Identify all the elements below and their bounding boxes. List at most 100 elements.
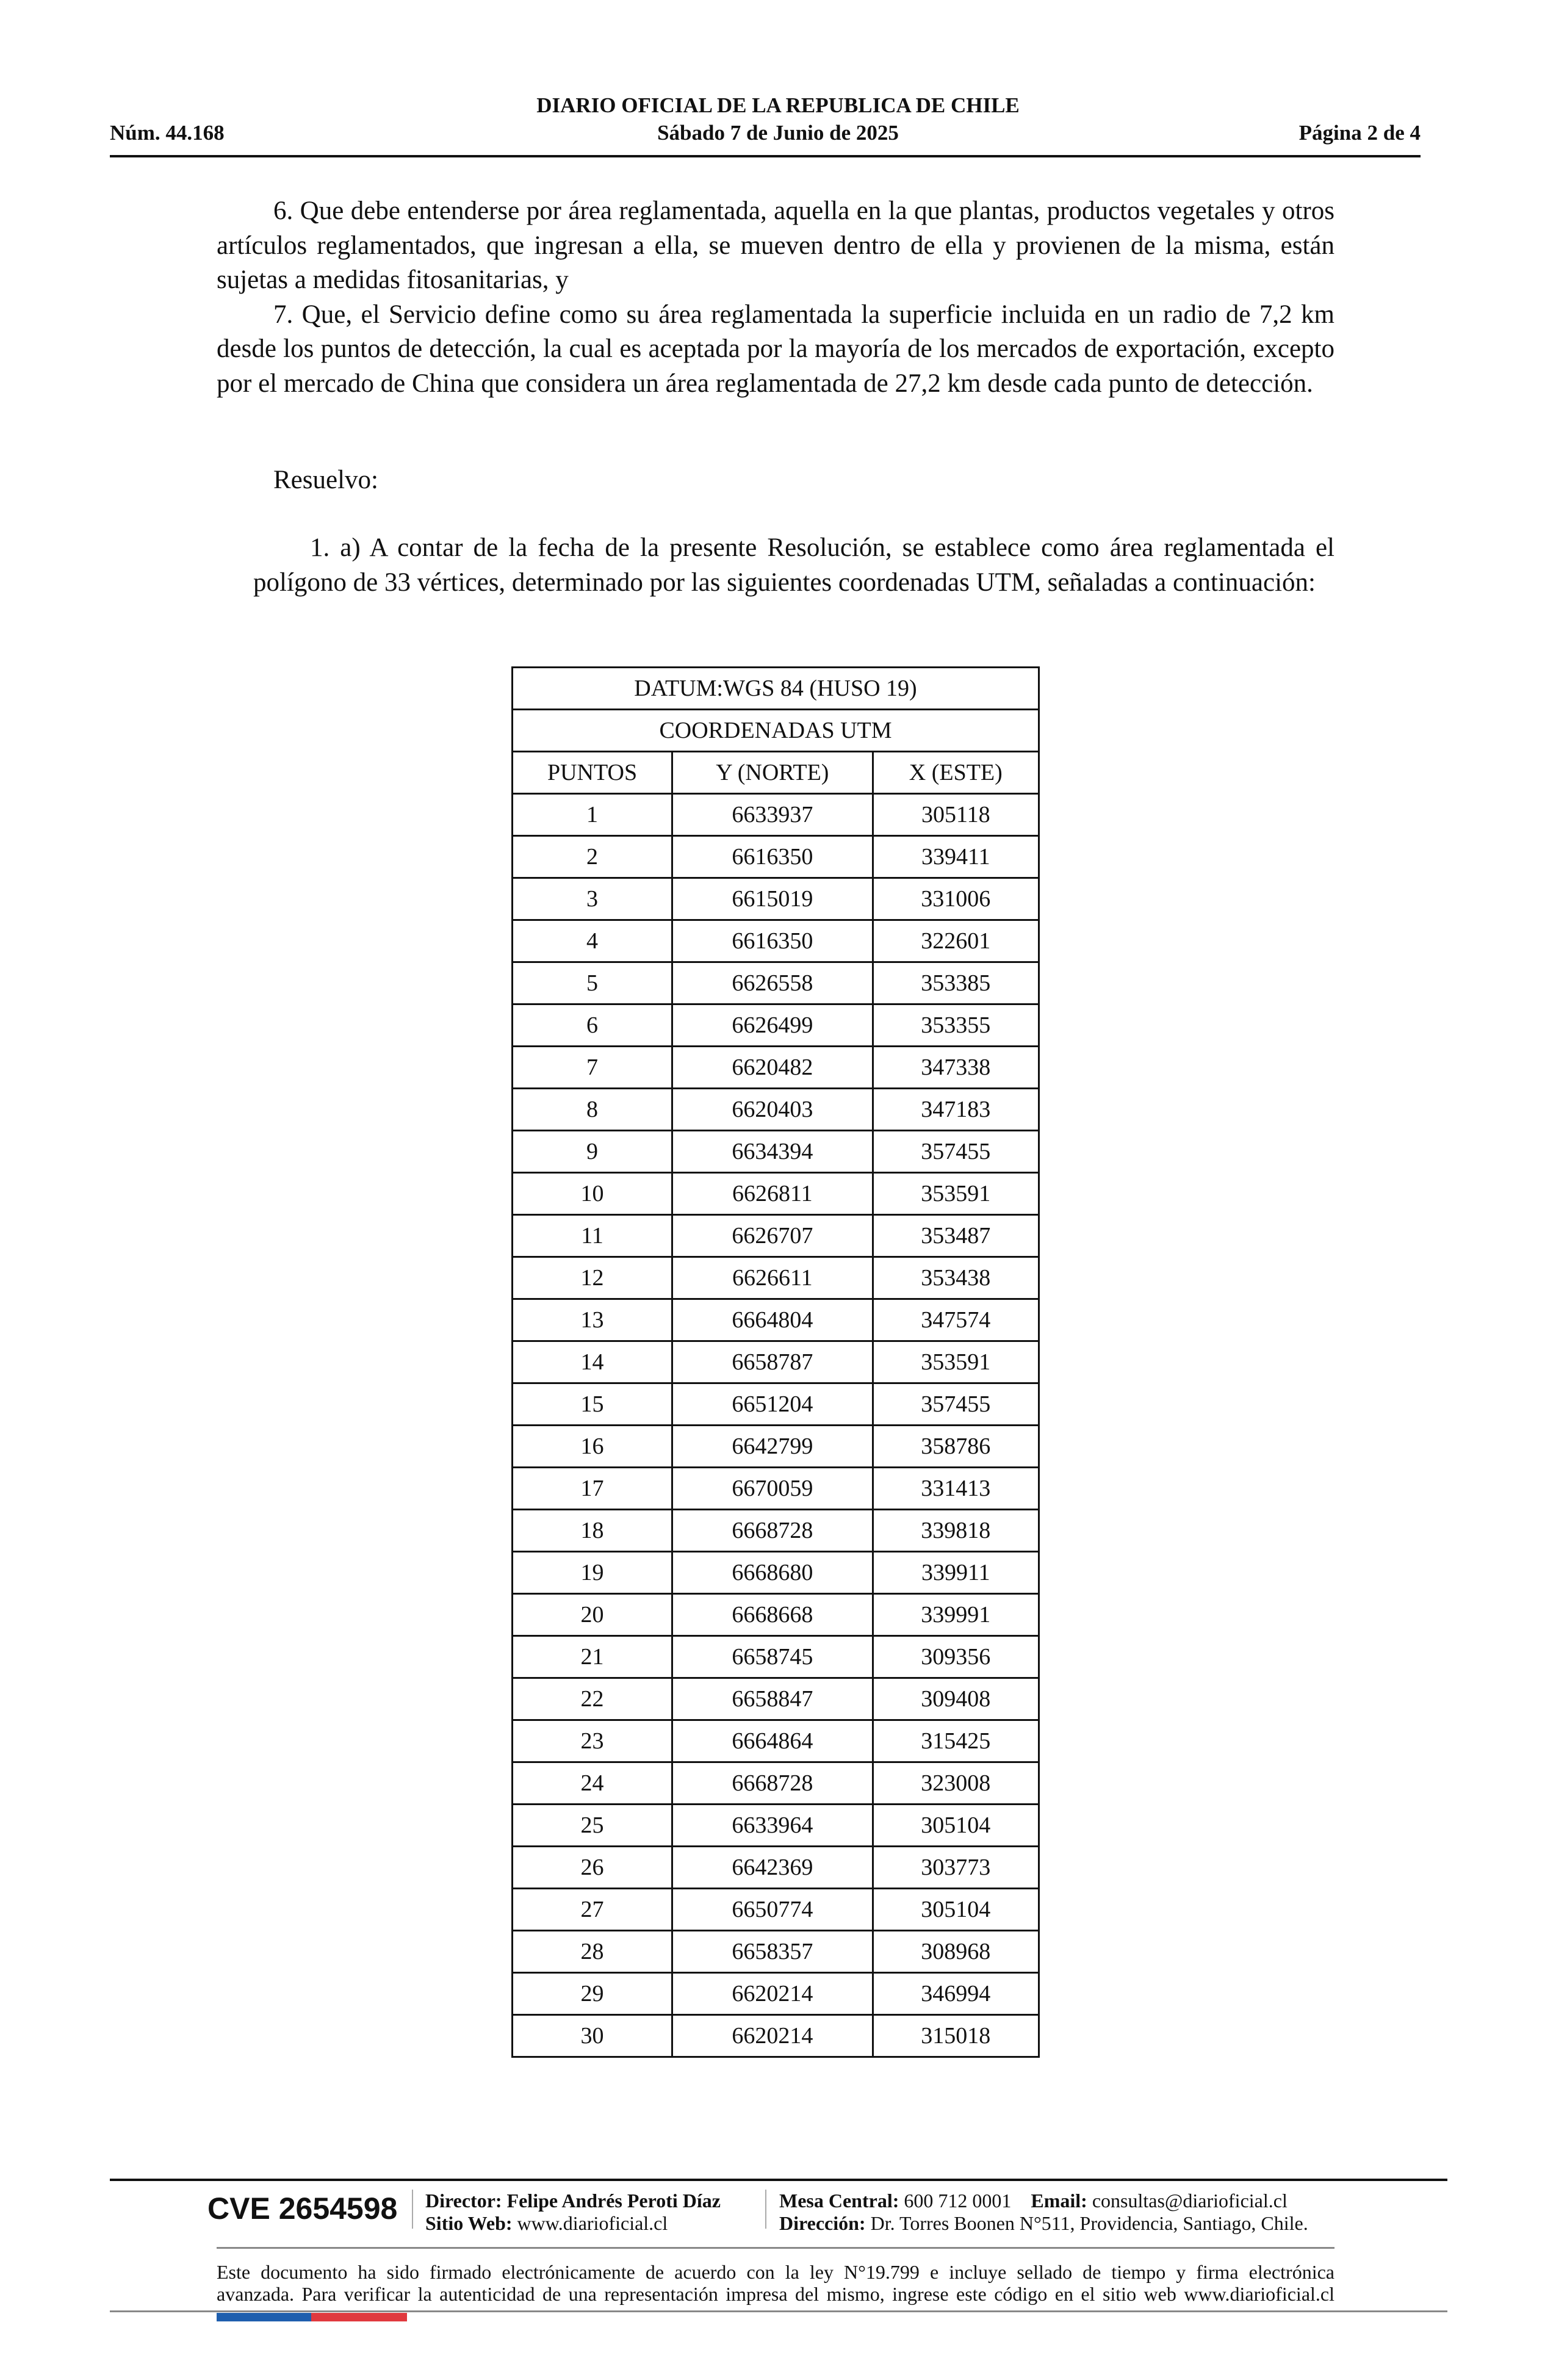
cell-este: 305104 xyxy=(871,1888,1040,1931)
cell-este: 331413 xyxy=(871,1466,1040,1510)
table-row: 5 6626558 353385 xyxy=(511,961,1040,1005)
paragraph-6: 6. Que debe entenderse por área reglamen… xyxy=(217,197,1334,294)
cell-norte: 6633937 xyxy=(671,793,874,837)
cell-norte: 6620214 xyxy=(671,1972,874,2016)
table-row: 26 6642369 303773 xyxy=(511,1845,1040,1889)
cell-norte: 6626499 xyxy=(671,1003,874,1047)
cell-punto: 19 xyxy=(511,1551,674,1595)
cell-este: 353385 xyxy=(871,961,1040,1005)
cell-punto: 28 xyxy=(511,1930,674,1974)
cell-este: 315425 xyxy=(871,1719,1040,1763)
cell-este: 353355 xyxy=(871,1003,1040,1047)
table-row: 18 6668728 339818 xyxy=(511,1509,1040,1552)
cell-este: 353438 xyxy=(871,1256,1040,1300)
cell-este: 353591 xyxy=(871,1172,1040,1216)
cell-punto: 8 xyxy=(511,1087,674,1131)
cell-norte: 6664804 xyxy=(671,1298,874,1342)
cell-norte: 6620403 xyxy=(671,1087,874,1131)
cell-punto: 12 xyxy=(511,1256,674,1300)
cell-norte: 6616350 xyxy=(671,835,874,879)
table-row: 27 6650774 305104 xyxy=(511,1888,1040,1931)
cell-norte: 6658745 xyxy=(671,1635,874,1679)
mesa-label: Mesa Central: xyxy=(779,2190,899,2212)
cell-este: 346994 xyxy=(871,1972,1040,2016)
cell-punto: 11 xyxy=(511,1214,674,1258)
paragraph-7: 7. Que, el Servicio define como su área … xyxy=(217,300,1334,398)
table-row: 3 6615019 331006 xyxy=(511,877,1040,921)
cell-punto: 5 xyxy=(511,961,674,1005)
cell-norte: 6626611 xyxy=(671,1256,874,1300)
cell-punto: 7 xyxy=(511,1045,674,1089)
table-row: 13 6664804 347574 xyxy=(511,1298,1040,1342)
website-link[interactable]: www.diarioficial.cl xyxy=(517,2212,668,2234)
table-row: 4 6616350 322601 xyxy=(511,919,1040,963)
address-label: Dirección: xyxy=(779,2212,866,2234)
legal-line-2: avanzada. Para verificar la autenticidad… xyxy=(217,2283,1334,2305)
cell-este: 339411 xyxy=(871,835,1040,879)
contact-block: Mesa Central: 600 712 0001 Email: consul… xyxy=(779,2190,1308,2235)
cell-este: 347574 xyxy=(871,1298,1040,1342)
table-row: 23 6664864 315425 xyxy=(511,1719,1040,1763)
cell-punto: 14 xyxy=(511,1340,674,1384)
email-label: Email: xyxy=(1031,2190,1087,2212)
cell-este: 322601 xyxy=(871,919,1040,963)
cell-este: 357455 xyxy=(871,1382,1040,1426)
cell-punto: 6 xyxy=(511,1003,674,1047)
cell-norte: 6634394 xyxy=(671,1130,874,1174)
web-label: Sitio Web: xyxy=(425,2212,513,2234)
datum-header: DATUM:WGS 84 (HUSO 19) xyxy=(511,666,1040,710)
cell-punto: 20 xyxy=(511,1593,674,1637)
cell-este: 309356 xyxy=(871,1635,1040,1679)
body-text: 6. Que debe entenderse por área reglamen… xyxy=(217,194,1334,401)
flag-stripe-red xyxy=(311,2313,407,2321)
table-row: 21 6658745 309356 xyxy=(511,1635,1040,1679)
table-row: 2 6616350 339411 xyxy=(511,835,1040,879)
cell-este: 331006 xyxy=(871,877,1040,921)
cell-punto: 24 xyxy=(511,1761,674,1805)
cell-este: 305118 xyxy=(871,793,1040,837)
cell-este: 347183 xyxy=(871,1087,1040,1131)
director-name: Felipe Andrés Peroti Díaz xyxy=(506,2190,721,2212)
column-header-este: X (ESTE) xyxy=(871,751,1040,795)
cell-punto: 10 xyxy=(511,1172,674,1216)
table-row: 11 6626707 353487 xyxy=(511,1214,1040,1258)
table-row: 24 6668728 323008 xyxy=(511,1761,1040,1805)
cell-punto: 13 xyxy=(511,1298,674,1342)
cell-este: 315018 xyxy=(871,2014,1040,2058)
cell-norte: 6616350 xyxy=(671,919,874,963)
cell-este: 308968 xyxy=(871,1930,1040,1974)
cell-punto: 17 xyxy=(511,1466,674,1510)
table-row: 29 6620214 346994 xyxy=(511,1972,1040,2016)
footer-divider xyxy=(217,2247,1334,2249)
table-row: 9 6634394 357455 xyxy=(511,1130,1040,1174)
table-row: 16 6642799 358786 xyxy=(511,1424,1040,1468)
cell-este: 357455 xyxy=(871,1130,1040,1174)
cell-norte: 6668728 xyxy=(671,1761,874,1805)
table-row: 25 6633964 305104 xyxy=(511,1803,1040,1847)
cell-punto: 15 xyxy=(511,1382,674,1426)
cell-norte: 6626558 xyxy=(671,961,874,1005)
cell-punto: 18 xyxy=(511,1509,674,1552)
table-row: 19 6668680 339911 xyxy=(511,1551,1040,1595)
page-number: Página 2 de 4 xyxy=(1298,121,1421,145)
cell-punto: 16 xyxy=(511,1424,674,1468)
table-row: 8 6620403 347183 xyxy=(511,1087,1040,1131)
cell-punto: 2 xyxy=(511,835,674,879)
cell-norte: 6650774 xyxy=(671,1888,874,1931)
coordinates-table: DATUM:WGS 84 (HUSO 19) COORDENADAS UTM P… xyxy=(511,666,1040,2058)
director-block: Director: Felipe Andrés Peroti Díaz Siti… xyxy=(425,2190,721,2235)
email-link[interactable]: consultas@diarioficial.cl xyxy=(1092,2190,1288,2212)
cell-norte: 6620214 xyxy=(671,2014,874,2058)
cell-este: 309408 xyxy=(871,1677,1040,1721)
table-row: 28 6658357 308968 xyxy=(511,1930,1040,1974)
coordinates-subheader: COORDENADAS UTM xyxy=(511,709,1040,752)
cell-este: 358786 xyxy=(871,1424,1040,1468)
flag-stripe-blue xyxy=(217,2313,311,2321)
cell-punto: 21 xyxy=(511,1635,674,1679)
cell-punto: 22 xyxy=(511,1677,674,1721)
footer-separator xyxy=(765,2190,766,2229)
cell-punto: 9 xyxy=(511,1130,674,1174)
cell-norte: 6642799 xyxy=(671,1424,874,1468)
table-row: 1 6633937 305118 xyxy=(511,793,1040,837)
cell-norte: 6658787 xyxy=(671,1340,874,1384)
